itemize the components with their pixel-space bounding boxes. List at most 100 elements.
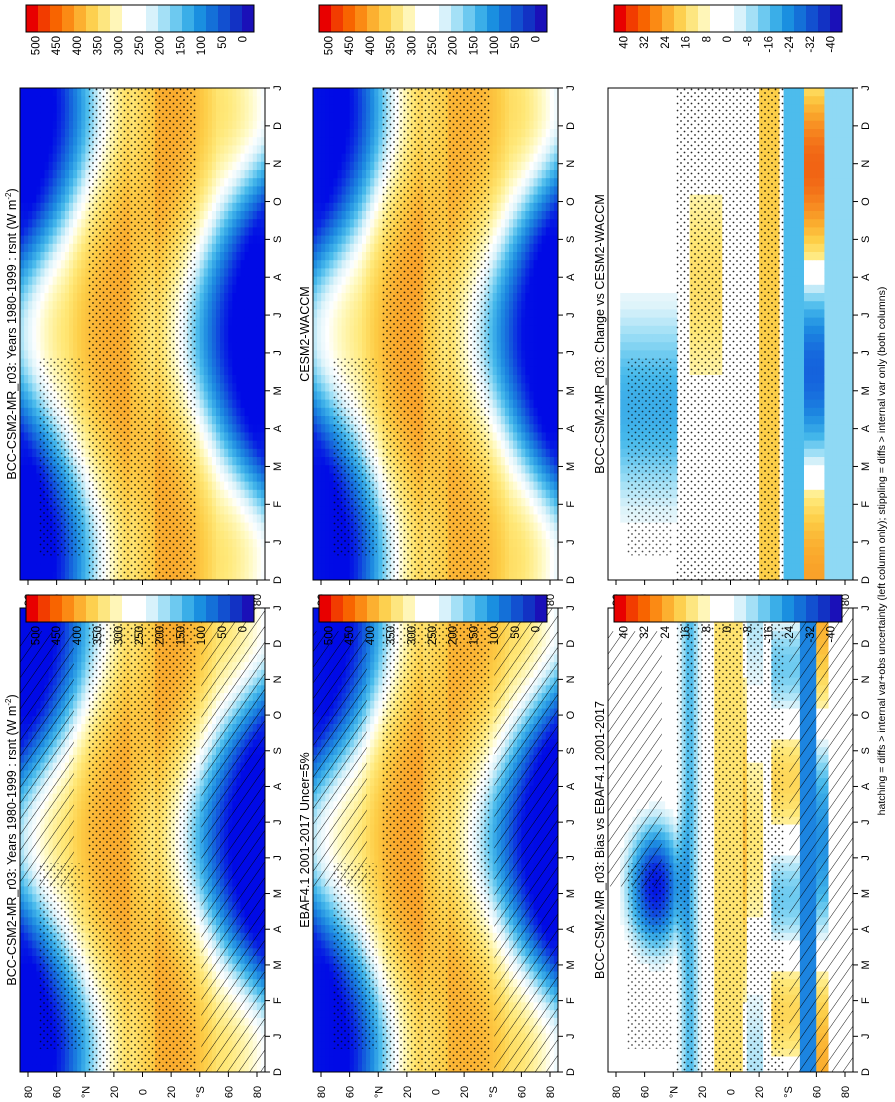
heat-cell xyxy=(203,317,209,327)
heat-cell xyxy=(228,342,233,351)
heat-cell xyxy=(252,547,258,556)
heat-cell xyxy=(232,293,237,302)
heat-cell xyxy=(24,1017,29,1027)
heat-cell xyxy=(64,1056,70,1065)
heat-cell xyxy=(77,754,82,764)
heat-cell xyxy=(216,260,221,269)
heat-cell xyxy=(56,186,62,196)
heat-cell xyxy=(236,465,241,474)
heat-cell xyxy=(244,407,250,417)
heat-cell xyxy=(36,498,41,507)
heat-cell xyxy=(24,1002,29,1011)
heat-cell xyxy=(244,202,250,212)
heat-cell xyxy=(236,219,241,228)
heat-cell xyxy=(73,243,78,253)
heat-cell xyxy=(252,489,258,499)
heat-cell xyxy=(52,178,58,187)
heat-cell xyxy=(244,194,250,204)
heat-cell xyxy=(56,342,62,351)
heat-cell xyxy=(224,391,229,401)
heat-cell xyxy=(48,555,54,565)
heat-cell xyxy=(203,252,209,261)
heat-cell xyxy=(256,317,262,327)
heat-cell xyxy=(228,145,233,155)
colorbar-swatch xyxy=(194,5,207,32)
heat-cell xyxy=(44,194,50,204)
heat-cell xyxy=(236,342,241,351)
heat-cell xyxy=(211,243,217,253)
colorbar-frame xyxy=(25,4,255,33)
heat-cell xyxy=(220,268,225,278)
heat-cell xyxy=(44,309,50,319)
heat-cell xyxy=(28,986,33,996)
heat-cell xyxy=(69,301,74,310)
heat-cell xyxy=(32,227,37,237)
heat-cell xyxy=(81,754,86,764)
heat-cell xyxy=(69,276,74,286)
heat-cell xyxy=(240,161,246,171)
heat-cell xyxy=(228,129,233,138)
heat-cell xyxy=(40,96,45,105)
heat-cell xyxy=(207,342,213,351)
colorbar-label: 350 xyxy=(93,36,105,55)
heat-cell xyxy=(256,342,262,351)
heat-cell xyxy=(44,268,50,278)
heat-cell xyxy=(211,522,217,532)
heat-cell xyxy=(224,350,229,360)
heat-cell xyxy=(232,325,237,335)
heat-cell xyxy=(240,571,246,581)
heat-cell xyxy=(81,342,86,351)
heat-cell xyxy=(195,342,201,351)
heat-cell xyxy=(240,514,246,524)
heat-cell xyxy=(36,465,41,474)
heat-cell xyxy=(216,358,221,368)
heat-cell xyxy=(85,539,90,548)
heat-cell xyxy=(48,120,54,130)
heat-cell xyxy=(77,832,82,841)
heat-cell xyxy=(240,489,246,499)
heat-cell xyxy=(207,178,213,187)
heat-cell xyxy=(24,1025,29,1034)
heat-cell xyxy=(36,227,41,237)
heat-cell xyxy=(216,350,221,360)
heat-cell xyxy=(40,317,45,327)
heat-cell xyxy=(81,170,86,179)
heat-cell xyxy=(228,104,233,114)
heat-cell xyxy=(28,391,33,401)
heat-cell xyxy=(77,170,82,179)
heat-cell xyxy=(73,284,78,294)
heat-cell xyxy=(232,563,237,573)
heat-cell xyxy=(60,161,66,171)
heat-cell xyxy=(56,1048,62,1058)
heat-cell xyxy=(236,88,241,97)
heat-cell xyxy=(236,293,241,302)
heat-cell xyxy=(207,457,213,466)
colorbar-label: 450 xyxy=(51,36,63,55)
heat-cell xyxy=(260,202,266,212)
x-tick-label: N xyxy=(272,160,284,168)
heat-cell xyxy=(240,112,246,122)
heat-cell xyxy=(224,457,229,466)
heat-cell xyxy=(211,498,217,507)
heat-cell xyxy=(52,317,58,327)
heat-cell xyxy=(195,252,201,261)
heat-cell xyxy=(228,301,233,310)
heat-cell xyxy=(228,440,233,450)
heat-cell xyxy=(28,219,33,228)
heat-cell xyxy=(52,170,58,179)
heat-cell xyxy=(216,129,221,138)
heat-cell xyxy=(81,260,86,269)
heat-cell xyxy=(52,555,58,565)
heat-cell xyxy=(32,917,37,926)
heat-cell xyxy=(228,473,233,483)
heat-cell xyxy=(64,571,70,581)
heat-cell xyxy=(64,194,70,204)
heat-cell xyxy=(24,219,29,228)
heat-cell xyxy=(240,334,246,343)
heat-cell xyxy=(56,227,62,237)
heat-cell xyxy=(77,268,82,278)
heat-cell xyxy=(260,260,266,269)
heat-cell xyxy=(77,137,82,146)
heat-cell xyxy=(69,571,74,581)
